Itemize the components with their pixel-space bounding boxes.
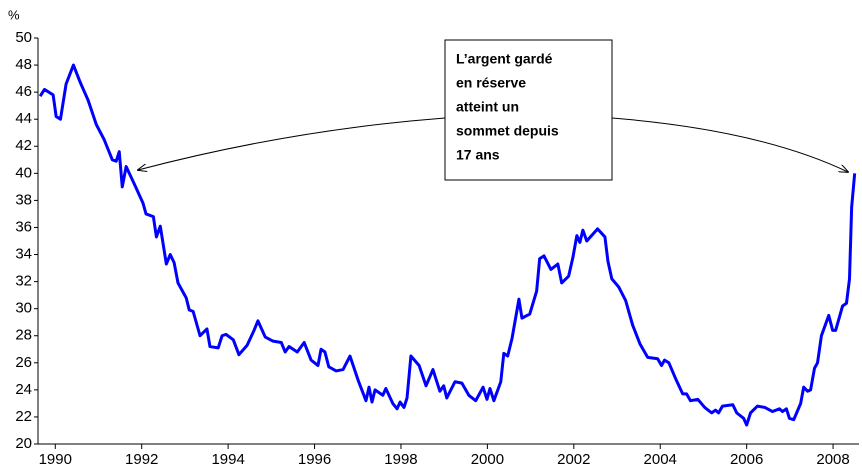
y-tick-label: 50	[15, 29, 32, 46]
y-tick-label: 32	[15, 273, 32, 290]
annotation: L’argent gardé	[456, 51, 553, 67]
y-tick-label: 28	[15, 327, 32, 344]
arrow	[611, 117, 848, 172]
x-tick-label: 2006	[730, 451, 763, 468]
y-tick-label: 20	[15, 435, 32, 452]
y-tick-label: 26	[15, 354, 32, 371]
annotation: 17 ans	[456, 147, 500, 163]
annotation-box	[444, 39, 613, 181]
y-tick-label: 22	[15, 408, 32, 425]
annotation: sommet depuis	[456, 123, 559, 139]
y-tick-label: 42	[15, 137, 32, 154]
y-tick-label: 46	[15, 83, 32, 100]
x-tick-label: 2002	[557, 451, 590, 468]
x-tick-label: 1996	[298, 451, 331, 468]
y-tick-label: 36	[15, 218, 32, 235]
arrow	[138, 117, 446, 170]
y-tick-label: 24	[15, 381, 32, 398]
annotation: atteint un	[456, 99, 519, 115]
y-tick-label: 30	[15, 300, 32, 317]
x-tick-label: 1998	[384, 451, 417, 468]
y-tick-label: 44	[15, 110, 32, 127]
y-axis-label: %	[8, 7, 20, 22]
x-tick-label: 1992	[125, 451, 158, 468]
annotation: en réserve	[456, 75, 526, 91]
y-tick-label: 40	[15, 164, 32, 181]
x-tick-label: 1990	[39, 451, 72, 468]
x-tick-label: 1994	[211, 451, 244, 468]
y-tick-label: 38	[15, 191, 32, 208]
y-tick-label: 34	[15, 246, 32, 263]
line	[38, 63, 857, 427]
x-tick-label: 2004	[644, 451, 677, 468]
x-tick-label: 2000	[471, 451, 504, 468]
x-tick-label: 2008	[816, 451, 849, 468]
y-tick-label: 48	[15, 56, 32, 73]
